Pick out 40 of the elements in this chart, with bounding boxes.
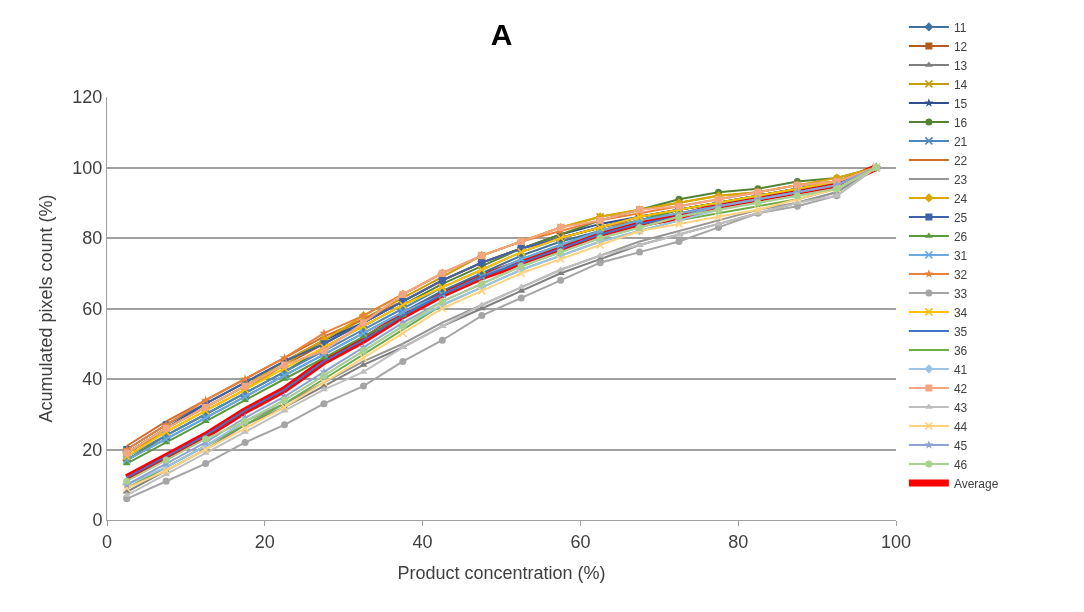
legend-label: 24 — [953, 191, 968, 206]
legend-label: 44 — [953, 419, 968, 434]
legend-label: 34 — [953, 305, 968, 320]
legend-label: Average — [953, 476, 999, 491]
legend-label: 31 — [953, 248, 968, 263]
legend-label: 46 — [953, 457, 968, 472]
legend-label: 13 — [953, 58, 968, 73]
legend-label: 43 — [953, 400, 968, 415]
y-axis-title: Acumulated pixels count (%) — [35, 194, 56, 423]
x-tick-label: 60 — [570, 531, 591, 552]
y-tick-label: 20 — [82, 439, 103, 460]
x-tick-label: 40 — [412, 531, 433, 552]
legend-label: 36 — [953, 343, 968, 358]
y-tick-label: 80 — [82, 228, 103, 249]
legend-label: 41 — [953, 362, 968, 377]
x-tick-label: 100 — [880, 531, 912, 552]
legend-label: 12 — [953, 39, 968, 54]
chart-title: A — [490, 18, 513, 52]
legend-label: 33 — [953, 286, 968, 301]
legend-label: 45 — [953, 438, 968, 453]
y-tick-label: 40 — [82, 369, 103, 390]
legend-label: 16 — [953, 115, 968, 130]
legend-label: 11 — [953, 20, 967, 35]
legend-label: 14 — [953, 77, 968, 92]
legend-label: 42 — [953, 381, 968, 396]
y-tick-label: 100 — [72, 157, 103, 178]
legend-label: 32 — [953, 267, 968, 282]
x-tick-label: 80 — [728, 531, 749, 552]
y-tick-label: 0 — [92, 510, 103, 531]
legend-label: 21 — [953, 134, 968, 149]
legend-label: 22 — [953, 153, 968, 168]
legend-label: 26 — [953, 229, 968, 244]
x-tick-label: 20 — [254, 531, 275, 552]
legend-label: 23 — [953, 172, 968, 187]
legend-label: 35 — [953, 324, 968, 339]
y-tick-label: 60 — [82, 298, 103, 319]
legend-label: 15 — [953, 96, 968, 111]
x-axis-title: Product concentration (%) — [397, 562, 606, 583]
legend-label: 25 — [953, 210, 968, 225]
y-tick-label: 120 — [72, 87, 103, 108]
